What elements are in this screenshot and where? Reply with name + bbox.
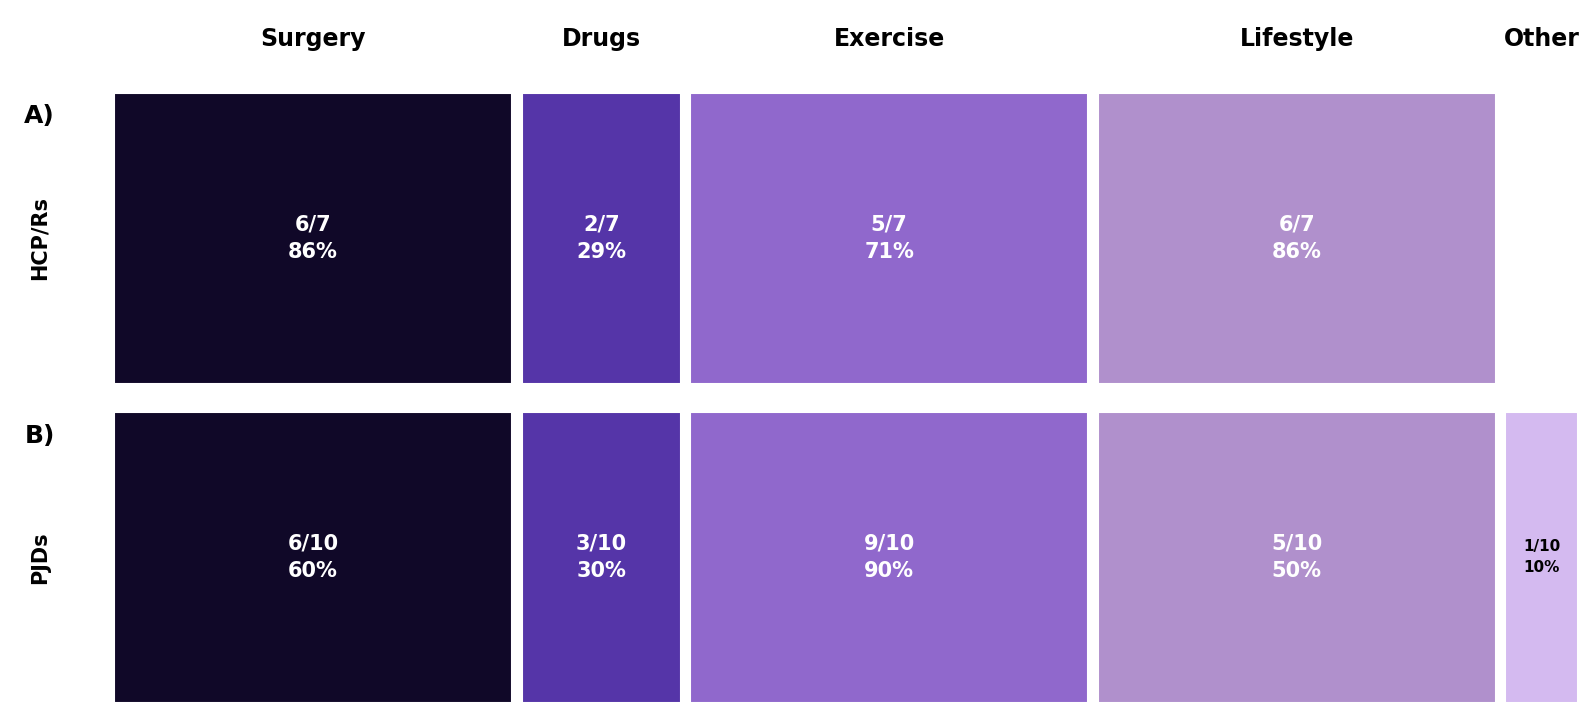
Bar	[1505, 412, 1578, 703]
Text: PJDs: PJDs	[30, 531, 49, 584]
Text: Other: Other	[1504, 27, 1580, 51]
Text: 6/7
86%: 6/7 86%	[289, 214, 338, 262]
Text: 6/7
86%: 6/7 86%	[1272, 214, 1321, 262]
Text: 2/7
29%: 2/7 29%	[576, 214, 626, 262]
Text: Lifestyle: Lifestyle	[1240, 27, 1354, 51]
Text: Drugs: Drugs	[561, 27, 641, 51]
Text: 6/10
60%: 6/10 60%	[287, 533, 339, 581]
Bar	[690, 93, 1088, 384]
Bar	[1098, 412, 1496, 703]
Text: 5/7
71%: 5/7 71%	[864, 214, 914, 262]
Bar	[114, 412, 512, 703]
Text: A): A)	[24, 105, 56, 128]
Bar	[1098, 93, 1496, 384]
Text: HCP/Rs: HCP/Rs	[30, 196, 49, 280]
Text: 1/10
10%: 1/10 10%	[1523, 539, 1561, 576]
Text: 9/10
90%: 9/10 90%	[864, 533, 915, 581]
Bar	[114, 93, 512, 384]
Text: 3/10
30%: 3/10 30%	[576, 533, 626, 581]
Text: Exercise: Exercise	[834, 27, 945, 51]
Bar	[522, 93, 680, 384]
Text: B): B)	[24, 424, 56, 447]
Bar	[522, 412, 680, 703]
Text: 5/10
50%: 5/10 50%	[1270, 533, 1323, 581]
Bar	[690, 412, 1088, 703]
Text: Surgery: Surgery	[260, 27, 366, 51]
